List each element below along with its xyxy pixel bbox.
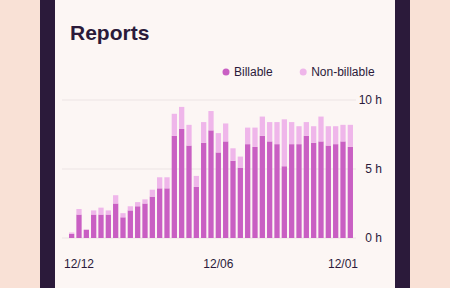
bar	[238, 168, 243, 238]
grid-line	[62, 100, 356, 101]
y-tick-label: 5 h	[365, 162, 382, 176]
bar	[252, 147, 257, 238]
bar	[186, 146, 191, 238]
x-tick-label: 12/01	[328, 257, 358, 271]
bar	[179, 129, 184, 238]
bar	[98, 215, 103, 238]
bar	[333, 126, 338, 144]
bar	[304, 136, 309, 238]
bar	[157, 188, 162, 238]
bar	[91, 210, 96, 214]
bar	[164, 177, 169, 188]
bar	[208, 130, 213, 238]
device-frame	[40, 0, 410, 288]
bar	[348, 125, 353, 147]
bar	[172, 114, 177, 136]
bar	[201, 122, 206, 143]
bar	[282, 119, 287, 166]
bar	[120, 217, 125, 238]
bar	[208, 111, 213, 130]
bar	[216, 152, 221, 238]
bar	[164, 188, 169, 238]
bar	[172, 136, 177, 238]
bar	[76, 209, 81, 215]
bar	[91, 215, 96, 238]
bar	[340, 141, 345, 238]
bar	[106, 210, 111, 214]
bar	[113, 204, 118, 239]
bar	[69, 232, 74, 233]
x-tick-label: 12/06	[203, 257, 233, 271]
bar	[98, 208, 103, 215]
card	[55, 0, 395, 288]
bar	[274, 122, 279, 144]
bar	[150, 197, 155, 238]
bar	[238, 157, 243, 168]
y-tick-label: 0 h	[365, 231, 382, 245]
bar	[260, 136, 265, 238]
bar	[311, 143, 316, 238]
bar	[128, 206, 133, 210]
legend-label: Non-billable	[311, 65, 375, 79]
bar	[333, 144, 338, 238]
bar	[216, 133, 221, 152]
bar	[245, 144, 250, 238]
bar	[113, 195, 118, 203]
bar	[194, 187, 199, 238]
bar	[106, 215, 111, 238]
legend-marker	[223, 69, 230, 76]
bar	[201, 143, 206, 238]
bar	[296, 126, 301, 144]
bar	[230, 161, 235, 238]
bar	[179, 107, 184, 129]
bar	[252, 128, 257, 147]
bar	[142, 199, 147, 203]
bar	[84, 230, 89, 238]
page-background	[0, 0, 450, 288]
bar	[267, 122, 272, 141]
x-tick-label: 12/12	[64, 257, 94, 271]
bar	[69, 234, 74, 238]
bar	[318, 117, 323, 142]
bars	[69, 107, 353, 238]
bar	[304, 122, 309, 136]
bar	[223, 123, 228, 141]
bar	[289, 122, 294, 144]
legend-marker	[300, 69, 307, 76]
bar	[230, 148, 235, 160]
legend-label: Billable	[234, 65, 273, 79]
bar	[318, 141, 323, 238]
bar	[311, 126, 316, 143]
bar	[150, 190, 155, 197]
bar	[194, 176, 199, 187]
bar	[157, 177, 162, 188]
bar	[223, 141, 228, 238]
bar	[260, 117, 265, 136]
y-tick-label: 10 h	[359, 93, 382, 107]
bar	[340, 125, 345, 142]
bar	[76, 215, 81, 238]
bar	[274, 144, 279, 238]
bar	[120, 213, 125, 217]
bar	[282, 166, 287, 238]
legend: Billable Non-billable	[223, 65, 375, 79]
bar	[348, 147, 353, 238]
bar	[267, 141, 272, 238]
bar	[245, 128, 250, 145]
bar	[135, 206, 140, 238]
title: Reports	[70, 21, 149, 44]
bar	[289, 144, 294, 238]
bar	[142, 204, 147, 239]
bar	[186, 125, 191, 146]
bar	[135, 202, 140, 206]
bar	[84, 229, 89, 230]
chart: Reports 0 h 5 h 10 h 12/12 12/06 12/01 Billable…	[0, 0, 450, 288]
bar	[326, 126, 331, 145]
bar	[296, 144, 301, 238]
bar	[128, 210, 133, 238]
bar	[326, 146, 331, 238]
